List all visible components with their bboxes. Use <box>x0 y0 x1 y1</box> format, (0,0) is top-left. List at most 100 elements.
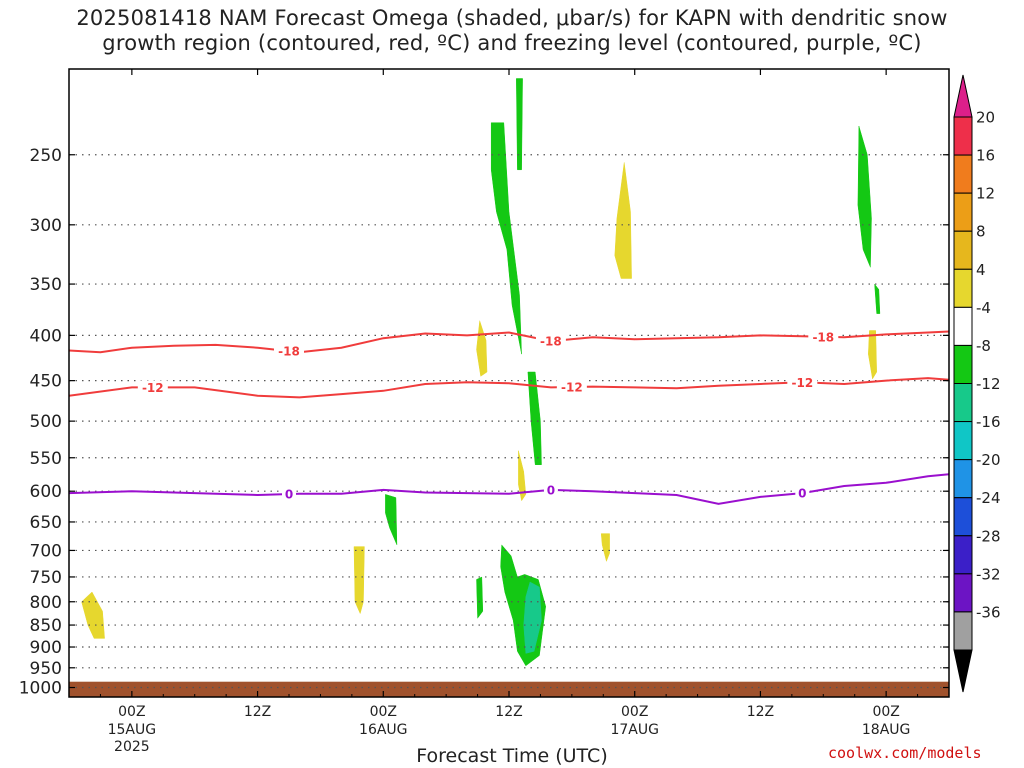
colorbar-label: -8 <box>976 337 991 355</box>
colorbar-bin <box>953 573 973 613</box>
y-tick-label: 550 <box>30 449 62 469</box>
y-tick-label: 400 <box>30 326 62 346</box>
omega-shading-layer <box>81 78 881 667</box>
contour-label-bg <box>282 487 296 502</box>
contour-label-bg <box>274 344 304 359</box>
x-tick-label: 12Z <box>244 704 271 720</box>
y-tick-label: 500 <box>30 412 62 432</box>
x-tick-label: 00Z <box>872 704 899 720</box>
contour-label-bg <box>137 380 168 395</box>
colorbar-bin <box>953 344 973 384</box>
y-tick-label: 450 <box>30 372 62 392</box>
y-tick-label: 750 <box>30 568 62 588</box>
colorbar-label: -32 <box>976 565 1001 583</box>
colorbar-label: 4 <box>976 261 986 279</box>
contour-label: -12 <box>791 376 813 390</box>
contour-label-bg <box>795 486 810 501</box>
colorbar-top-arrow <box>953 74 973 118</box>
x-tick-date: 17AUG <box>610 722 659 738</box>
colorbar-label: 12 <box>976 185 995 203</box>
y-tick-label: 850 <box>30 616 62 636</box>
y-tick-label: 700 <box>30 541 62 561</box>
y-tick-label: 350 <box>30 275 62 295</box>
contour-label-bg <box>787 375 818 390</box>
contour-label: 0 <box>798 487 806 501</box>
colorbar: 20 16 12 8 4 -4 -8 -12 -16 -20 -24 -28 -32 -36 <box>953 74 1001 693</box>
sinking-motion-16aug <box>353 546 365 615</box>
y-tick-label: 650 <box>30 513 62 533</box>
sinking-motion-east <box>868 330 877 380</box>
colorbar-label: -36 <box>976 603 1001 621</box>
sinking-motion-lower-mid <box>518 450 527 502</box>
colorbar-label: -24 <box>976 489 1001 507</box>
contour-label: -18 <box>812 330 834 344</box>
x-axis-title: Forecast Time (UTC) <box>416 745 608 767</box>
colorbar-bin <box>953 383 973 423</box>
contour-label: -18 <box>540 335 562 349</box>
colorbar-bin <box>953 459 973 499</box>
x-tick-label: 00Z <box>370 704 397 720</box>
colorbar-label: -20 <box>976 451 1001 469</box>
x-tick-date: 15AUG <box>108 722 157 738</box>
x-tick-year: 2025 <box>114 739 150 755</box>
y-tick-label: 900 <box>30 638 62 658</box>
colorbar-label: -16 <box>976 413 1001 431</box>
ground-shading <box>69 681 949 697</box>
contour-label-bg <box>556 379 587 394</box>
colorbar-bin <box>953 192 973 232</box>
colorbar-label: -12 <box>976 375 1001 393</box>
y-tick-label: 950 <box>30 659 62 679</box>
chart-title-line-1: 2025081418 NAM Forecast Omega (shaded, μ… <box>76 6 948 30</box>
x-tick-label: 00Z <box>621 704 648 720</box>
colorbar-bin <box>953 306 973 346</box>
contour-label-bg <box>808 329 839 344</box>
sinking-motion-15aug <box>81 591 105 639</box>
x-tick-date: 18AUG <box>862 722 911 738</box>
colorbar-label: 8 <box>976 223 986 241</box>
colorbar-label: 20 <box>976 109 995 127</box>
y-tick-label: 300 <box>30 216 62 236</box>
colorbar-bin <box>953 116 973 156</box>
contour-label: -12 <box>561 380 583 394</box>
x-tick-label: 12Z <box>747 704 774 720</box>
colorbar-label: -28 <box>976 527 1001 545</box>
y-tick-label: 800 <box>30 593 62 613</box>
chart-title-line-2: growth region (contoured, red, ºC) and f… <box>102 31 922 55</box>
upward-motion-upper-green <box>490 122 522 355</box>
contour-label: -12 <box>142 381 164 395</box>
y-tick-label: 1000 <box>19 679 62 699</box>
colorbar-bin <box>953 497 973 537</box>
x-tick-label: 12Z <box>495 704 522 720</box>
y-axis: 2503003504004505005506006507007508008509… <box>19 146 949 699</box>
x-tick-label: 00Z <box>118 704 145 720</box>
x-tick-date: 16AUG <box>359 722 408 738</box>
contour-label: 0 <box>547 483 555 497</box>
contour-layer: -18 -18 -18 -12 -12 -12 0 0 0 <box>69 329 949 505</box>
upward-motion-thin-top <box>516 78 523 171</box>
colorbar-bin <box>953 230 973 270</box>
colorbar-label: 16 <box>976 147 995 165</box>
y-tick-label: 600 <box>30 482 62 502</box>
source-credit: coolwx.com/models <box>828 744 982 762</box>
upward-motion-small-left <box>476 576 484 619</box>
sinking-motion-small-right <box>600 533 610 563</box>
contour-label-bg <box>535 334 566 349</box>
colorbar-bin <box>953 268 973 308</box>
colorbar-bottom-arrow <box>953 649 973 693</box>
contour-label-bg <box>543 482 558 497</box>
colorbar-bin <box>953 421 973 461</box>
upward-motion-16aug <box>385 494 398 545</box>
colorbar-bin <box>953 154 973 194</box>
contour-line-minus12 <box>69 377 949 399</box>
colorbar-bin <box>953 535 973 575</box>
upward-motion-east-small <box>874 283 881 314</box>
y-tick-label: 250 <box>30 146 62 166</box>
colorbar-label: -4 <box>976 299 991 317</box>
upward-motion-east-upper <box>857 125 872 268</box>
ground-layer <box>69 681 949 697</box>
contour-label: -18 <box>278 345 300 359</box>
contour-label: 0 <box>285 488 293 502</box>
sinking-motion-17aug-upper <box>614 162 632 279</box>
